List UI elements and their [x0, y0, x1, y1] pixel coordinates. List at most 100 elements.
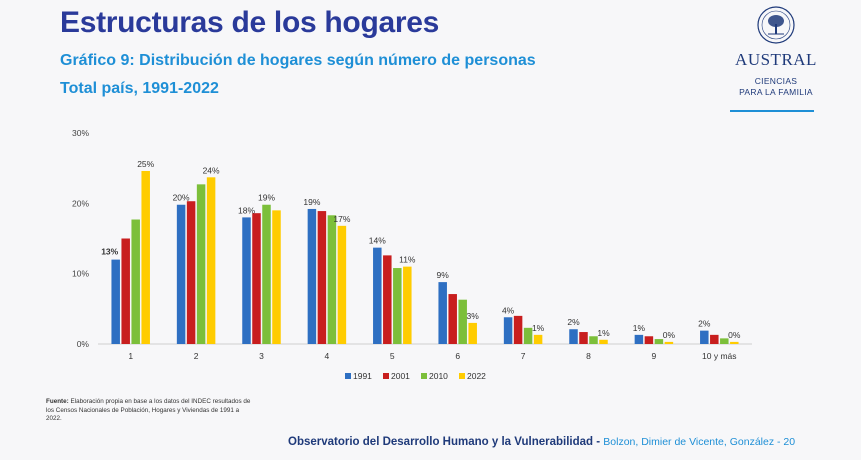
data-label: 25%: [137, 159, 154, 169]
bar-2010-cat-3: [262, 204, 271, 344]
bar-2010-cat-4: [327, 215, 337, 344]
data-label: 0%: [663, 330, 676, 340]
x-tick-label: 9: [652, 351, 657, 361]
legend-swatch-2001: [383, 373, 389, 379]
bar-2001-cat-4: [317, 211, 327, 344]
data-label: 13%: [101, 247, 118, 257]
data-label: 1%: [597, 328, 610, 338]
bar-1991-cat-1: [111, 259, 120, 344]
footer-separator: -: [593, 436, 604, 448]
bar-1991-cat-9: [634, 334, 644, 344]
x-tick-label: 3: [259, 351, 264, 361]
bar-2010-cat-6: [458, 299, 467, 344]
bar-2010-cat-1: [131, 219, 140, 344]
x-tick-label: 5: [390, 351, 395, 361]
bar-2001-cat-7: [513, 315, 523, 344]
footer-authors: Bolzon, Dimier de Vicente, González - 20: [603, 436, 796, 448]
bar-1991-cat-6: [438, 282, 447, 344]
bar-2001-cat-9: [644, 336, 654, 344]
data-label: 2%: [567, 317, 580, 327]
y-tick-label: 30%: [72, 128, 89, 138]
data-label: 18%: [238, 205, 255, 215]
legend-label-2001: 2001: [391, 371, 410, 381]
footer: Observatorio del Desarrollo Humano y la …: [288, 436, 795, 448]
bar-2001-cat-2: [186, 201, 196, 344]
legend-swatch-2010: [421, 373, 427, 379]
logo-name: AUSTRAL: [735, 50, 817, 69]
x-tick-label: 1: [128, 351, 133, 361]
data-label: 20%: [173, 193, 190, 203]
footer-org: Observatorio del Desarrollo Humano y la …: [288, 436, 594, 448]
bar-2010-cat-8: [589, 336, 598, 344]
data-label: 0%: [728, 330, 741, 340]
bar-2010-cat-7: [523, 327, 533, 344]
data-label: 9%: [437, 270, 450, 280]
bar-2022-cat-3: [272, 210, 281, 344]
bar-1991-cat-4: [307, 208, 317, 344]
data-label: 2%: [698, 319, 711, 329]
bar-2022-cat-9: [664, 341, 674, 344]
bar-1991-cat-8: [569, 329, 578, 344]
bar-2022-cat-8: [599, 339, 608, 344]
bar-2010-cat-5: [393, 268, 402, 344]
x-tick-label: 10 y más: [702, 351, 737, 361]
bar-2022-cat-4: [337, 225, 347, 344]
bar-1991-cat-3: [242, 217, 251, 344]
data-label: 19%: [303, 197, 320, 207]
y-tick-label: 10%: [72, 269, 89, 279]
data-label: 11%: [399, 255, 416, 265]
logo-underline: [730, 110, 814, 112]
legend-label-2010: 2010: [429, 371, 448, 381]
legend-swatch-2022: [459, 373, 465, 379]
bar-2001-cat-3: [252, 213, 261, 344]
bar-2001-cat-6: [448, 294, 457, 344]
bar-2010-cat-10: [720, 338, 729, 344]
x-tick-label: 8: [586, 351, 591, 361]
chart-scope: Total país, 1991-2022: [60, 80, 219, 97]
x-tick-label: 6: [455, 351, 460, 361]
tree-seal-icon: [757, 6, 795, 44]
university-logo: AUSTRAL CIENCIAS PARA LA FAMILIA: [726, 4, 826, 116]
bar-2022-cat-5: [403, 266, 412, 344]
bar-2022-cat-10: [730, 341, 739, 344]
source-note: Fuente: Elaboración propia en base a los…: [46, 398, 256, 424]
x-tick-label: 2: [194, 351, 199, 361]
bar-2010-cat-9: [654, 339, 664, 344]
y-tick-label: 0%: [77, 339, 90, 349]
bar-1991-cat-2: [176, 204, 186, 344]
data-label: 1%: [633, 323, 646, 333]
bar-2001-cat-10: [710, 334, 719, 344]
data-label: 24%: [203, 165, 220, 175]
legend-swatch-1991: [345, 373, 351, 379]
bar-2022-cat-7: [533, 334, 543, 344]
bar-2022-cat-6: [468, 322, 477, 344]
y-tick-label: 20%: [72, 198, 89, 208]
logo-subtitle: CIENCIAS PARA LA FAMILIA: [726, 76, 826, 98]
data-label: 3%: [467, 311, 480, 321]
bar-1991-cat-7: [503, 317, 513, 344]
chart-subtitle: Gráfico 9: Distribución de hogares según…: [60, 52, 536, 69]
bar-2022-cat-2: [206, 177, 216, 344]
bar-2010-cat-2: [196, 184, 206, 344]
bar-2001-cat-1: [121, 238, 130, 344]
legend-label-1991: 1991: [353, 371, 372, 381]
data-label: 19%: [258, 193, 275, 203]
data-label: 17%: [333, 214, 350, 224]
logo-sub-line1: CIENCIAS: [754, 76, 798, 86]
page-title: Estructuras de los hogares: [60, 6, 439, 39]
logo-sub-line2: PARA LA FAMILIA: [739, 87, 813, 97]
bar-2022-cat-1: [141, 170, 150, 344]
x-tick-label: 7: [521, 351, 526, 361]
bar-1991-cat-10: [700, 330, 709, 344]
bar-2001-cat-8: [579, 332, 588, 344]
x-tick-label: 4: [325, 351, 330, 361]
data-label: 1%: [532, 323, 545, 333]
bar-1991-cat-5: [373, 247, 382, 344]
source-label: Fuente:: [46, 398, 69, 405]
bar-2001-cat-5: [383, 255, 392, 344]
data-label: 4%: [502, 305, 515, 315]
source-text: Elaboración propia en base a los datos d…: [46, 398, 251, 422]
data-label: 14%: [369, 236, 386, 246]
legend-label-2022: 2022: [467, 371, 486, 381]
